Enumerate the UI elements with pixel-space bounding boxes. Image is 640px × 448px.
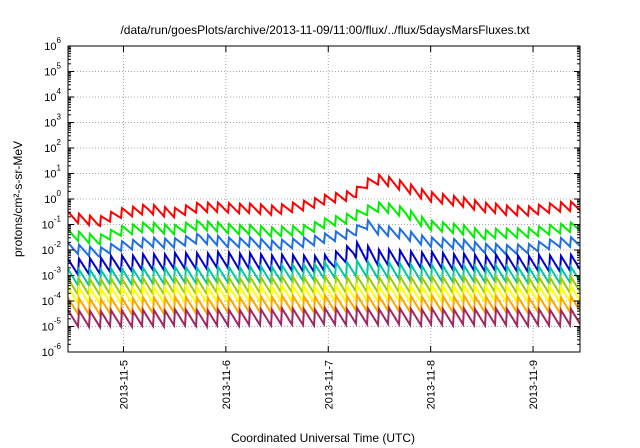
y-axis-label: protons/cm²-s-sr-MeV (11, 141, 25, 257)
y-tick-label: 10-1 (42, 215, 62, 232)
y-axis-ticks: 10-6 10-5 10-4 10-3 10-2 10-1 100 101 102 103 104 1… (42, 36, 580, 359)
y-tick-label: 104 (44, 87, 61, 104)
x-tick-label: 2013-11-8 (426, 360, 438, 409)
y-tick-label: 10-3 (42, 266, 62, 283)
y-tick-label: 10-6 (42, 342, 62, 359)
y-tick-label: 103 (44, 113, 61, 130)
y-tick-label: 10-2 (42, 240, 62, 257)
x-tick-label: 2013-11-9 (528, 360, 540, 409)
x-axis-label: Coordinated Universal Time (UTC) (231, 431, 415, 445)
series-line (68, 217, 580, 259)
x-tick-label: 2013-11-5 (118, 360, 130, 409)
x-tick-label: 2013-11-6 (221, 360, 233, 409)
chart-title: /data/run/goesPlots/archive/2013-11-09/1… (120, 23, 530, 37)
y-tick-label: 106 (44, 36, 61, 53)
y-tick-label: 101 (44, 164, 61, 181)
series-lines (68, 172, 580, 331)
series-line (68, 172, 580, 228)
y-tick-label: 10-5 (42, 317, 62, 334)
y-tick-label: 105 (44, 62, 61, 79)
y-tick-label: 10-4 (42, 291, 62, 308)
series-line (68, 200, 580, 246)
y-tick-label: 100 (44, 189, 61, 206)
y-tick-label: 102 (44, 138, 61, 155)
series-line (68, 304, 580, 331)
x-axis-ticks: 2013-11-5 2013-11-6 2013-11-7 2013-11-8 2013… (118, 46, 540, 409)
x-tick-label: 2013-11-7 (323, 360, 335, 409)
